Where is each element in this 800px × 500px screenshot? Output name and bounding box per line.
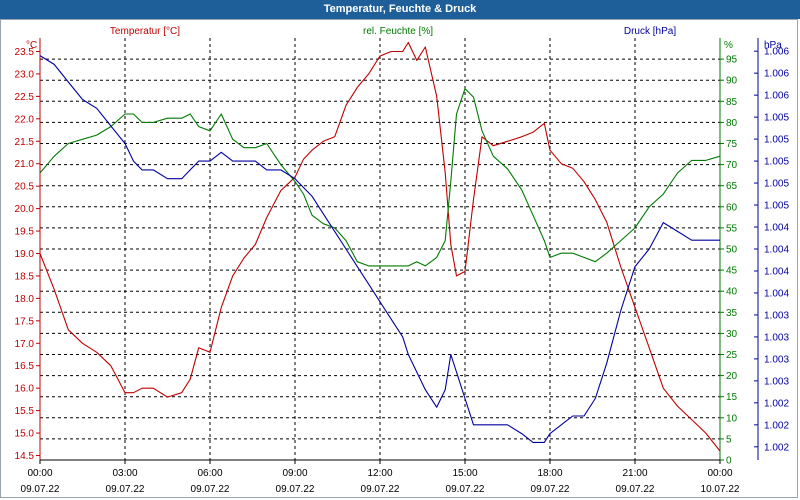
x-tick-date-0: 09.07.22 xyxy=(21,484,60,495)
pressure-tick-label-17: 1.002 xyxy=(764,420,789,431)
temperature-tick-label-2: 22.5 xyxy=(15,92,35,103)
pressure-tick-label-3: 1.005 xyxy=(764,113,789,124)
humidity-tick-label-12: 35 xyxy=(726,308,738,319)
humidity-tick-label-4: 75 xyxy=(726,139,738,150)
temperature-tick-label-17: 15.0 xyxy=(15,429,35,440)
x-tick-time-3: 09:00 xyxy=(282,468,307,479)
x-tick-date-2: 09.07.22 xyxy=(191,484,230,495)
temperature-series-line xyxy=(39,41,721,452)
temperature-tick-label-5: 21.0 xyxy=(15,159,35,170)
humidity-tick-label-1: 90 xyxy=(726,76,738,87)
humidity-tick-label-11: 40 xyxy=(726,287,738,298)
pressure-tick-label-2: 1.006 xyxy=(764,91,789,102)
humidity-tick-label-8: 55 xyxy=(726,223,738,234)
temperature-tick-label-15: 16.0 xyxy=(15,384,35,395)
humidity-tick-label-3: 80 xyxy=(726,118,738,129)
x-tick-time-6: 18:00 xyxy=(537,468,562,479)
humidity-tick-label-2: 85 xyxy=(726,97,738,108)
humidity-tick-label-10: 45 xyxy=(726,266,738,277)
pressure-tick-label-11: 1.004 xyxy=(764,288,789,299)
humidity-tick-label-19: 0 xyxy=(726,456,732,467)
temperature-tick-label-8: 19.5 xyxy=(15,227,35,238)
humidity-tick-label-5: 70 xyxy=(726,160,738,171)
temperature-tick-label-3: 22.0 xyxy=(15,114,35,125)
x-tick-time-5: 15:00 xyxy=(452,468,477,479)
pressure-series-line xyxy=(39,55,720,443)
temperature-unit-label: °C xyxy=(26,40,37,51)
temperature-tick-label-11: 18.0 xyxy=(15,294,35,305)
humidity-tick-label-18: 5 xyxy=(726,434,732,445)
x-tick-date-6: 09.07.22 xyxy=(531,484,570,495)
pressure-tick-label-15: 1.003 xyxy=(764,376,789,387)
temperature-tick-label-9: 19.0 xyxy=(15,249,35,260)
x-tick-date-1: 09.07.22 xyxy=(106,484,145,495)
humidity-tick-label-9: 50 xyxy=(726,245,738,256)
humidity-axis-label: rel. Feuchte [%] xyxy=(363,26,433,37)
humidity-tick-label-17: 10 xyxy=(726,413,738,424)
chart-frame xyxy=(0,19,798,498)
x-tick-time-7: 21:00 xyxy=(622,468,647,479)
pressure-tick-label-7: 1.005 xyxy=(764,201,789,212)
temperature-tick-label-0: 23.5 xyxy=(15,47,35,58)
humidity-unit-label: % xyxy=(724,40,733,51)
x-tick-time-1: 03:00 xyxy=(112,468,137,479)
pressure-axis-label: Druck [hPa] xyxy=(624,26,676,37)
x-tick-time-2: 06:00 xyxy=(197,468,222,479)
temperature-tick-label-7: 20.0 xyxy=(15,204,35,215)
temperature-tick-label-18: 14.5 xyxy=(15,451,35,462)
x-tick-date-8: 10.07.22 xyxy=(701,484,740,495)
humidity-tick-label-7: 60 xyxy=(726,202,738,213)
pressure-tick-label-10: 1.004 xyxy=(764,266,789,277)
window-title: Temperatur, Feuchte & Druck xyxy=(0,0,800,19)
pressure-tick-label-1: 1.006 xyxy=(764,69,789,80)
pressure-tick-label-8: 1.004 xyxy=(764,223,789,234)
temperature-tick-label-6: 20.5 xyxy=(15,182,35,193)
temperature-tick-label-4: 21.5 xyxy=(15,137,35,148)
x-tick-time-0: 00:00 xyxy=(27,468,52,479)
temperature-tick-label-13: 17.0 xyxy=(15,339,35,350)
pressure-unit-label: hPa xyxy=(764,40,782,51)
pressure-tick-label-0: 1.006 xyxy=(764,47,789,58)
x-tick-date-5: 09.07.22 xyxy=(446,484,485,495)
x-tick-time-4: 12:00 xyxy=(367,468,392,479)
x-tick-date-7: 09.07.22 xyxy=(616,484,655,495)
humidity-tick-label-16: 15 xyxy=(726,392,738,403)
temperature-tick-label-12: 17.5 xyxy=(15,316,35,327)
temperature-tick-label-14: 16.5 xyxy=(15,361,35,372)
pressure-tick-label-13: 1.003 xyxy=(764,332,789,343)
pressure-tick-label-5: 1.005 xyxy=(764,157,789,168)
humidity-tick-label-14: 25 xyxy=(726,350,738,361)
pressure-tick-label-18: 1.002 xyxy=(764,442,789,453)
pressure-tick-label-4: 1.005 xyxy=(764,135,789,146)
temperature-tick-label-16: 15.5 xyxy=(15,406,35,417)
temperature-tick-label-10: 18.5 xyxy=(15,271,35,282)
pressure-tick-label-16: 1.002 xyxy=(764,398,789,409)
temperature-axis-label: Temperatur [°C] xyxy=(110,26,180,37)
pressure-tick-label-14: 1.003 xyxy=(764,354,789,365)
humidity-series-line xyxy=(39,88,721,267)
x-tick-date-4: 09.07.22 xyxy=(361,484,400,495)
pressure-tick-label-12: 1.003 xyxy=(764,310,789,321)
x-tick-time-8: 00:00 xyxy=(707,468,732,479)
humidity-tick-label-0: 95 xyxy=(726,55,738,66)
pressure-tick-label-9: 1.004 xyxy=(764,245,789,256)
humidity-tick-label-6: 65 xyxy=(726,181,738,192)
humidity-tick-label-13: 30 xyxy=(726,329,738,340)
temperature-tick-label-1: 23.0 xyxy=(15,69,35,80)
pressure-tick-label-6: 1.005 xyxy=(764,179,789,190)
x-tick-date-3: 09.07.22 xyxy=(276,484,315,495)
humidity-tick-label-15: 20 xyxy=(726,371,738,382)
